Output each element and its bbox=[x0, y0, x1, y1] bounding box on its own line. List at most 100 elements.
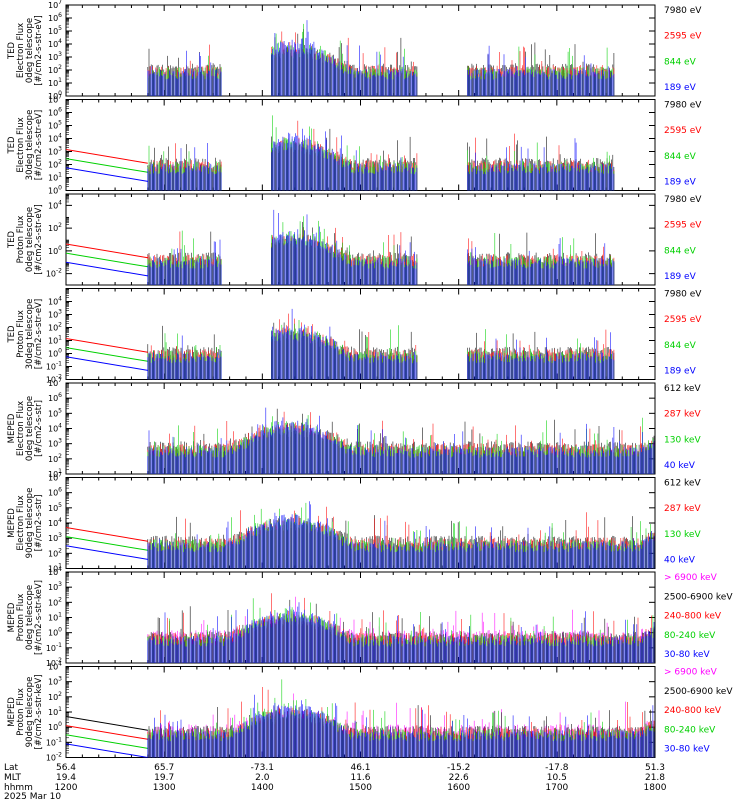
y-tick-label: 104 bbox=[48, 133, 62, 144]
y-tick-label: 107 bbox=[48, 377, 62, 388]
y-tick-label: 107 bbox=[48, 94, 62, 105]
y-tick-label: 10-2 bbox=[46, 268, 62, 279]
legend-entry: 2500-6900 keV bbox=[664, 592, 733, 602]
pre-pass-segment bbox=[66, 725, 148, 740]
x-tick-lat: 56.4 bbox=[56, 763, 76, 773]
flux-traces bbox=[66, 679, 655, 758]
legend-entry: 287 keV bbox=[664, 504, 701, 514]
y-axis-label-line: 30deg telescope bbox=[25, 299, 35, 370]
y-axis-label-line: TED bbox=[7, 325, 17, 344]
y-tick-label: 102 bbox=[48, 322, 62, 333]
x-tick-hhmm: 1500 bbox=[349, 783, 372, 793]
x-row-label-mlt: MLT bbox=[4, 773, 22, 783]
x-tick-lat: -73.1 bbox=[251, 763, 274, 773]
y-tick-label: 10-1 bbox=[46, 361, 62, 372]
y-tick-label: 104 bbox=[48, 38, 62, 49]
flux-series bbox=[147, 602, 655, 663]
y-axis-label-line: 90deg telescope bbox=[25, 488, 35, 559]
panel-2: 100 101 102 103 104 105 106 107 TEDElectron Flux… bbox=[7, 94, 702, 196]
y-axis-label-line: [#/cm2-s-str-eV] bbox=[34, 204, 44, 274]
y-axis-label-line: TED bbox=[7, 136, 17, 155]
x-tick-hhmm: 1200 bbox=[55, 783, 78, 793]
x-tick-lat: 51.3 bbox=[645, 763, 665, 773]
y-tick-label: 104 bbox=[48, 566, 62, 577]
y-tick-label: 102 bbox=[48, 691, 62, 702]
y-axis-label-line: 0deg telescope bbox=[25, 396, 35, 461]
pre-pass-segment bbox=[66, 243, 148, 259]
y-tick-label: 106 bbox=[48, 107, 62, 118]
flux-series bbox=[147, 501, 655, 569]
y-tick-label: 10-1 bbox=[46, 642, 62, 653]
y-axis-label-line: Electron Flux bbox=[16, 401, 26, 456]
x-tick-mlt: 21.8 bbox=[645, 773, 665, 783]
y-axis-label: MEPEDProton Flux0deg telescope[#/cm2-s-s… bbox=[7, 580, 44, 655]
legend-entry: 189 eV bbox=[664, 83, 697, 93]
flux-series bbox=[147, 694, 655, 758]
pre-pass-segment bbox=[66, 167, 148, 182]
pre-pass-segment bbox=[66, 347, 148, 362]
legend-entry: 189 eV bbox=[664, 178, 697, 188]
y-tick-label: 101 bbox=[48, 172, 62, 183]
y-tick-label: 104 bbox=[48, 296, 62, 307]
y-axis-label-line: Electron Flux bbox=[16, 23, 26, 78]
pre-pass-segment bbox=[66, 545, 148, 560]
y-axis-label-line: Proton Flux bbox=[16, 594, 26, 642]
y-tick-label: 102 bbox=[48, 547, 62, 558]
legend-entry: 7980 eV bbox=[664, 6, 702, 16]
pre-pass-segment bbox=[66, 734, 148, 749]
y-axis-label: TEDProton Flux30deg telescope[#/cm2-s-st… bbox=[7, 299, 44, 370]
y-tick-label: 106 bbox=[48, 487, 62, 498]
pre-pass-segment bbox=[66, 356, 148, 371]
x-tick-hhmm: 1700 bbox=[545, 783, 568, 793]
flux-traces bbox=[66, 209, 615, 285]
y-tick-label: 102 bbox=[48, 159, 62, 170]
y-axis-label-line: [#/cm2-s-str] bbox=[34, 400, 44, 457]
legend-entry: 844 eV bbox=[664, 57, 697, 67]
y-axis-label-line: [#/cm2-s-str-keV] bbox=[34, 675, 44, 750]
y-tick-label: 101 bbox=[48, 563, 62, 574]
y-axis-label-line: MEPED bbox=[7, 413, 17, 443]
flux-series bbox=[147, 209, 615, 285]
y-tick-label: 10-2 bbox=[46, 657, 62, 668]
y-axis-label-line: MEPED bbox=[7, 602, 17, 632]
legend-entry: > 6900 keV bbox=[664, 668, 718, 678]
flux-traces bbox=[147, 407, 655, 474]
flux-traces bbox=[66, 115, 615, 191]
flux-traces bbox=[66, 501, 655, 569]
y-tick-label: 101 bbox=[48, 612, 62, 623]
panel-1: 100 101 102 103 104 105 106 107 TEDElectron Flux… bbox=[7, 0, 702, 101]
legend-entry: 80-240 keV bbox=[664, 631, 716, 641]
y-tick-label: 10-2 bbox=[46, 374, 62, 385]
x-tick-mlt: 19.7 bbox=[154, 773, 174, 783]
y-tick-label: 103 bbox=[48, 51, 62, 62]
legend-entry: 40 keV bbox=[664, 461, 696, 471]
legend-entry: 612 keV bbox=[664, 479, 701, 489]
y-tick-label: 10-2 bbox=[46, 752, 62, 763]
legend-entry: 287 keV bbox=[664, 410, 701, 420]
flux-series bbox=[147, 407, 655, 474]
y-tick-label: 103 bbox=[48, 581, 62, 592]
legend-entry: 189 eV bbox=[664, 367, 697, 377]
y-tick-label: 104 bbox=[48, 661, 62, 672]
legend-entry: 40 keV bbox=[664, 556, 696, 566]
flux-series bbox=[147, 20, 615, 96]
y-axis-label: MEPEDElectron Flux90deg telescope[#/cm2-… bbox=[7, 488, 44, 559]
y-tick-label: 103 bbox=[48, 438, 62, 449]
y-tick-label: 102 bbox=[48, 64, 62, 75]
y-tick-label: 107 bbox=[48, 0, 62, 10]
y-axis-label-line: Proton Flux bbox=[16, 310, 26, 358]
y-tick-label: 106 bbox=[48, 12, 62, 23]
x-tick-lat: 46.1 bbox=[350, 763, 370, 773]
y-tick-label: 106 bbox=[48, 392, 62, 403]
y-tick-label: 104 bbox=[48, 423, 62, 434]
y-tick-label: 104 bbox=[48, 517, 62, 528]
panel-6: 101 102 103 104 105 106 107 MEPEDElectron Flux9… bbox=[7, 472, 701, 574]
y-axis-label-line: [#/cm2-s-str] bbox=[34, 495, 44, 552]
x-tick-hhmm: 1400 bbox=[251, 783, 274, 793]
y-tick-label: 104 bbox=[48, 199, 62, 210]
pre-pass-segment bbox=[66, 716, 148, 731]
x-tick-mlt: 10.5 bbox=[547, 773, 567, 783]
